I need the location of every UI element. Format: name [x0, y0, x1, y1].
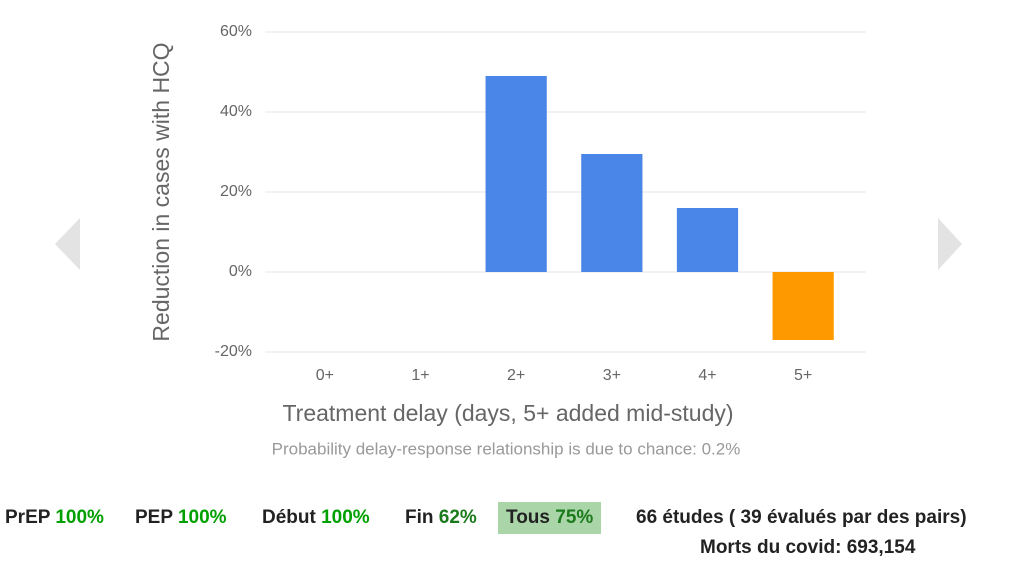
- stat-label: Tous: [506, 507, 550, 528]
- bar: [676, 208, 739, 272]
- stat-value: 62%: [438, 507, 477, 528]
- bar: [581, 154, 643, 272]
- stat-item: Début 100%: [262, 507, 370, 529]
- deaths-value: 693,154: [846, 537, 916, 558]
- deaths-label: Morts du covid:: [700, 537, 842, 558]
- y-tick-label: 60%: [220, 23, 252, 40]
- deaths: Morts du covid: 693,154: [700, 537, 915, 559]
- subtitle: Probability delay-response relationship …: [272, 439, 741, 458]
- y-tick-label: 40%: [220, 103, 252, 120]
- stat-label: Début: [262, 507, 316, 528]
- stat-value: 100%: [55, 507, 104, 528]
- prev-arrow[interactable]: [55, 218, 80, 270]
- x-tick-label: 1+: [411, 367, 429, 384]
- y-tick-label: 20%: [220, 183, 252, 200]
- stat-label: PEP: [135, 507, 173, 528]
- bar: [772, 272, 834, 340]
- x-tick-label: 2+: [507, 367, 525, 384]
- y-axis-title: Reduction in cases with HCQ: [148, 42, 174, 341]
- stat-value: 100%: [177, 507, 227, 528]
- stat-value: 100%: [321, 507, 370, 528]
- stat-item[interactable]: Tous 75%: [498, 502, 602, 534]
- studies-count: 66 études ( 39 évalués par des pairs): [636, 507, 967, 528]
- x-tick-label: 3+: [603, 367, 621, 384]
- bar: [485, 76, 547, 272]
- chart: Reduction in cases with HCQ Treatment de…: [55, 23, 962, 458]
- stat-label: Fin: [405, 507, 434, 528]
- stat-item: Fin 62%: [405, 507, 477, 529]
- y-tick-label: -20%: [215, 343, 252, 360]
- stat-item: PrEP 100%: [5, 507, 104, 529]
- x-axis-title: Treatment delay (days, 5+ added mid-stud…: [282, 400, 733, 426]
- next-arrow[interactable]: [938, 218, 962, 270]
- x-tick-label: 0+: [316, 367, 334, 384]
- x-tick-label: 4+: [698, 367, 716, 384]
- x-tick-label: 5+: [794, 367, 812, 384]
- stat-item: PEP 100%: [135, 507, 227, 529]
- stat-label: PrEP: [5, 507, 51, 528]
- stat-value: 75%: [555, 507, 594, 528]
- y-tick-label: 0%: [229, 263, 252, 280]
